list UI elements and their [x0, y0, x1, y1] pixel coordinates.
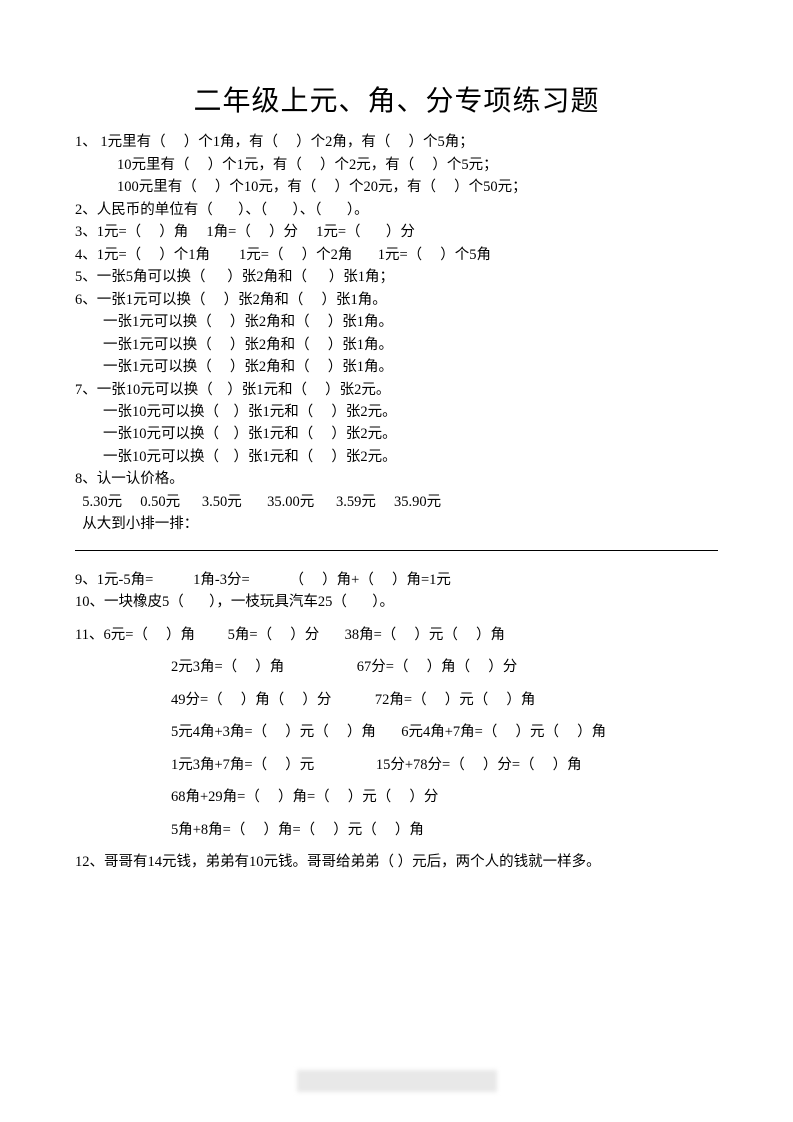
- q9-line: 9、1元-5角= 1角-3分= （ ）角+（ ）角=1元: [75, 569, 718, 591]
- q6-line4: 一张1元可以换（ ）张2角和（ ）张1角。: [75, 356, 718, 378]
- q8-line2: 5.30元 0.50元 3.50元 35.00元 3.59元 35.90元: [75, 491, 718, 513]
- q11-line3: 49分=（ ）角（ ）分 72角=（ ）元（ ）角: [75, 689, 718, 711]
- q11-line4: 5元4角+3角=（ ）元（ ）角 6元4角+7角=（ ）元（ ）角: [75, 721, 718, 743]
- q4-line: 4、1元=（ ）个1角 1元=（ ）个2角 1元=（ ）个5角: [75, 244, 718, 266]
- q7-line1: 7、一张10元可以换（ ）张1元和（ ）张2元。: [75, 379, 718, 401]
- q11-line5: 1元3角+7角=（ ）元 15分+78分=（ ）分=（ ）角: [75, 754, 718, 776]
- q6-line1: 6、一张1元可以换（ ）张2角和（ ）张1角。: [75, 289, 718, 311]
- q7-line2: 一张10元可以换（ ）张1元和（ ）张2元。: [75, 401, 718, 423]
- footer-watermark: [297, 1070, 497, 1092]
- q11-line1: 11、6元=（ ）角 5角=（ ）分 38角=（ ）元（ ）角: [75, 624, 718, 646]
- q1-line3: 100元里有（ ）个10元，有（ ）个20元，有（ ）个50元；: [75, 176, 718, 198]
- q6-line3: 一张1元可以换（ ）张2角和（ ）张1角。: [75, 334, 718, 356]
- page-title: 二年级上元、角、分专项练习题: [75, 80, 718, 123]
- separator-line: [75, 550, 718, 551]
- q11-line6: 68角+29角=（ ）角=（ ）元（ ）分: [75, 786, 718, 808]
- q1-line1: 1、 1元里有（ ）个1角，有（ ）个2角，有（ ）个5角；: [75, 131, 718, 153]
- q12-line: 12、哥哥有14元钱，弟弟有10元钱。哥哥给弟弟（ ）元后，两个人的钱就一样多。: [75, 851, 718, 873]
- q8-line3: 从大到小排一排：: [75, 513, 718, 535]
- q7-line3: 一张10元可以换（ ）张1元和（ ）张2元。: [75, 423, 718, 445]
- q3-line: 3、1元=（ ）角 1角=（ ）分 1元=（ ）分: [75, 221, 718, 243]
- q1-line2: 10元里有（ ）个1元，有（ ）个2元，有（ ）个5元；: [75, 154, 718, 176]
- q5-line: 5、一张5角可以换（ ）张2角和（ ）张1角；: [75, 266, 718, 288]
- q7-line4: 一张10元可以换（ ）张1元和（ ）张2元。: [75, 446, 718, 468]
- q2-line: 2、人民币的单位有（ ）、（ ）、（ ）。: [75, 199, 718, 221]
- q11-line7: 5角+8角=（ ）角=（ ）元（ ）角: [75, 819, 718, 841]
- q8-line1: 8、认一认价格。: [75, 468, 718, 490]
- q11-line2: 2元3角=（ ）角 67分=（ ）角（ ）分: [75, 656, 718, 678]
- q6-line2: 一张1元可以换（ ）张2角和（ ）张1角。: [75, 311, 718, 333]
- q10-line: 10、一块橡皮5（ ），一枝玩具汽车25（ ）。: [75, 591, 718, 613]
